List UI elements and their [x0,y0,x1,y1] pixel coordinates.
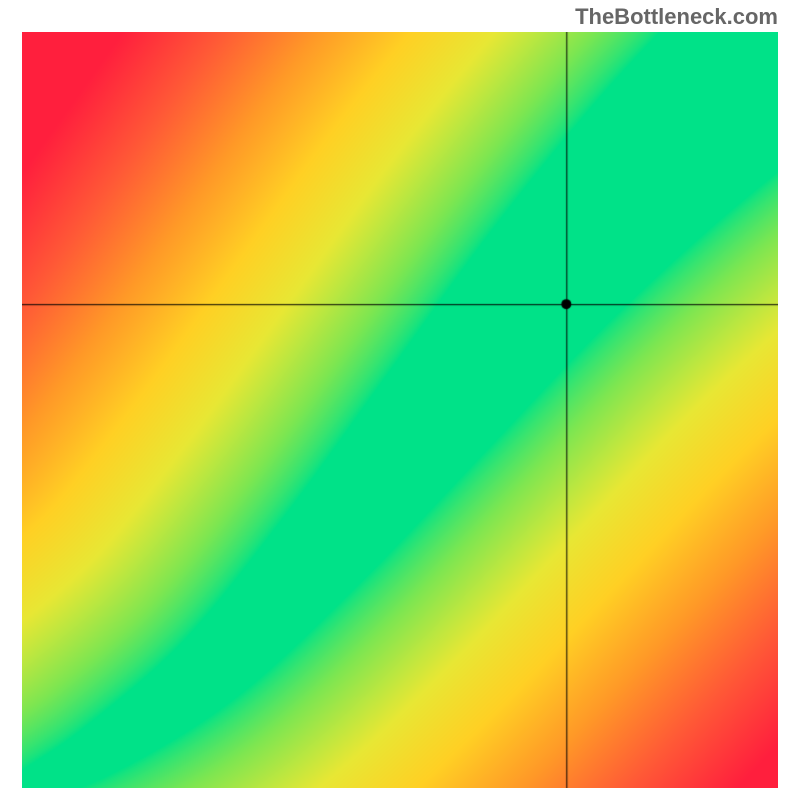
watermark-text: TheBottleneck.com [575,4,778,30]
heatmap-canvas [22,32,778,788]
bottleneck-heatmap [22,32,778,788]
